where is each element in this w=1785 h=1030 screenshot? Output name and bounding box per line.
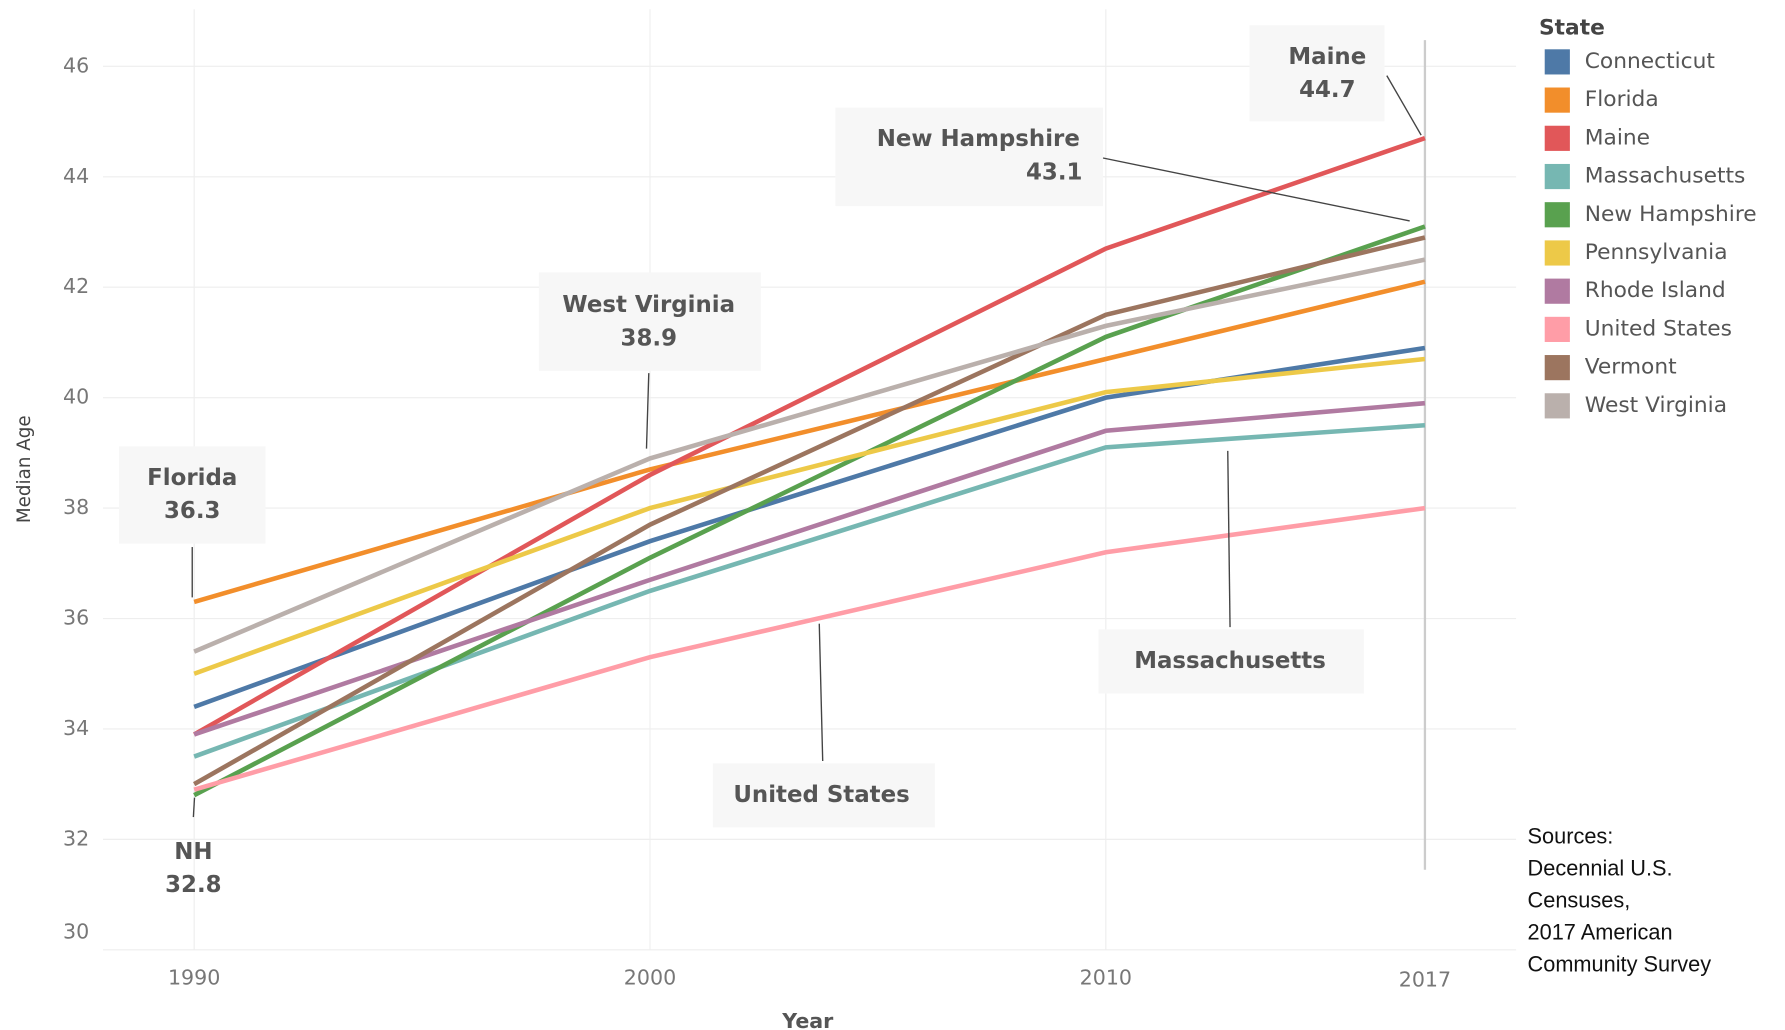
series-line: [193, 356, 1426, 676]
x-tick-label: 2010: [1080, 965, 1132, 989]
y-tick-label: 46: [63, 53, 89, 77]
sources-line: Community Survey: [1528, 952, 1712, 977]
annotation-box: [1098, 629, 1364, 694]
annotation-value: 38.9: [621, 325, 677, 351]
annotation-box: [712, 763, 935, 828]
y-tick-label: 36: [63, 606, 89, 630]
series-line: [193, 235, 1426, 787]
y-tick-label: 42: [63, 274, 89, 298]
annotation-box: [1249, 25, 1385, 122]
series-line: [193, 422, 1426, 759]
annotation-label: Maine: [1288, 44, 1366, 70]
annotation-pointer: [818, 623, 824, 762]
x-tick-label: 1990: [168, 965, 220, 989]
legend-swatch: [1544, 87, 1570, 113]
legend-label: Rhode Island: [1585, 278, 1726, 303]
sources-line: Censuses,: [1528, 888, 1631, 913]
annotation-label: NH: [174, 839, 212, 865]
series-line: [193, 257, 1426, 654]
annotation-label: Massachusetts: [1134, 648, 1326, 674]
legend-swatch: [1544, 355, 1570, 381]
sources-line: 2017 American: [1528, 920, 1673, 945]
annotation-value: 43.1: [1026, 159, 1082, 185]
y-tick-label: 30: [63, 920, 89, 944]
y-tick-label: 44: [63, 164, 89, 188]
y-axis-label: Median Age: [14, 415, 35, 523]
annotation-box: [119, 446, 266, 544]
y-tick-label: 34: [63, 716, 89, 740]
legend-swatch: [1544, 163, 1570, 190]
annotation-pointer: [192, 797, 196, 818]
annotation-label: Florida: [147, 465, 237, 491]
series-line: [193, 400, 1426, 737]
series-line: [193, 345, 1426, 710]
annotation-pointer: [1386, 75, 1422, 136]
legend-label: Connecticut: [1585, 49, 1715, 74]
annotation-pointer: [1102, 157, 1410, 222]
annotation-box: [835, 107, 1104, 207]
y-tick-label: 32: [63, 826, 89, 850]
legend-label: Vermont: [1585, 355, 1677, 380]
legend-label: United States: [1585, 316, 1732, 341]
annotation-pointer: [645, 373, 650, 449]
legend-swatch: [1544, 240, 1570, 266]
y-tick-label: 38: [63, 495, 89, 519]
series-line: [193, 505, 1426, 792]
annotation-value: 32.8: [165, 872, 221, 898]
legend-swatch: [1544, 125, 1570, 151]
legend-label: New Hampshire: [1585, 202, 1757, 227]
legend-swatch: [1544, 316, 1570, 342]
x-axis-label: Year: [781, 1009, 834, 1030]
annotation-value: 36.3: [164, 498, 220, 524]
legend-swatch: [1544, 49, 1570, 75]
annotation-label: United States: [733, 782, 909, 808]
annotation-value: 44.7: [1299, 77, 1355, 103]
series-line: [193, 279, 1426, 605]
legend-label: West Virginia: [1585, 393, 1727, 418]
x-tick-label: 2000: [624, 965, 676, 989]
series-line: [193, 224, 1426, 798]
sources-line: Sources:: [1528, 823, 1614, 848]
legend-label: Florida: [1585, 87, 1659, 112]
legend-title: State: [1539, 16, 1605, 41]
x-tick-label: 2017: [1399, 968, 1451, 992]
legend-swatch: [1544, 202, 1570, 228]
legend-label: Pennsylvania: [1585, 240, 1728, 265]
annotation-pointer: [1227, 450, 1231, 628]
sources-line: Decennial U.S.: [1528, 855, 1673, 880]
annotation-label: West Virginia: [562, 292, 735, 318]
legend-swatch: [1544, 278, 1570, 304]
y-tick-label: 40: [63, 385, 89, 409]
legend-label: Massachusetts: [1585, 164, 1746, 189]
annotation-box: [538, 272, 761, 371]
legend-label: Maine: [1585, 125, 1650, 150]
annotation-label: New Hampshire: [877, 126, 1080, 152]
legend-swatch: [1544, 393, 1570, 419]
series-line: [193, 135, 1426, 737]
